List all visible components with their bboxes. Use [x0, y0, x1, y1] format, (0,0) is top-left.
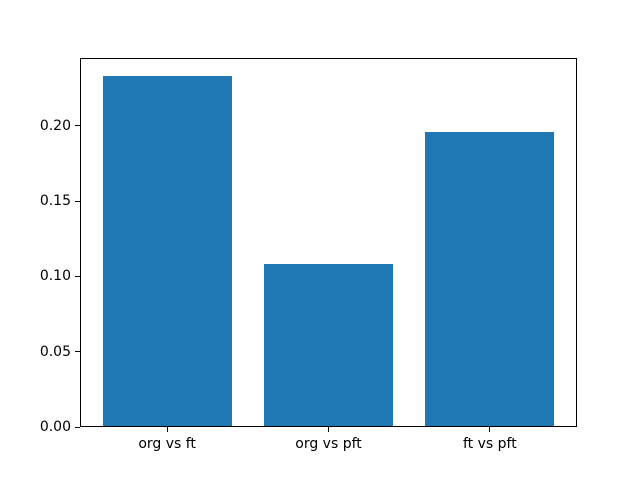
x-tick-label-org-vs-ft: org vs ft	[138, 436, 196, 452]
x-tick-mark	[328, 427, 329, 432]
y-tick-label: 0.10	[39, 268, 71, 285]
bar-ft-vs-pft	[425, 131, 555, 427]
bar-org-vs-ft	[102, 76, 232, 427]
y-tick-mark	[75, 275, 80, 277]
y-tick-mark	[75, 351, 80, 353]
y-tick-label: 0.05	[39, 343, 71, 360]
y-tick-mark	[75, 200, 80, 202]
x-tick-mark	[166, 427, 168, 432]
y-tick-label: 0.00	[39, 419, 71, 435]
y-tick-mark	[75, 125, 80, 127]
x-tick-label-ft-vs-pft: ft vs pft	[463, 436, 517, 452]
bar-org-vs-pft	[263, 264, 394, 427]
x-tick-label-org-vs-pft: org vs pft	[295, 436, 362, 452]
y-tick-mark	[75, 426, 80, 428]
y-tick-label: 0.15	[39, 193, 71, 210]
y-tick-label: 0.20	[39, 117, 71, 134]
x-tick-mark	[489, 427, 491, 432]
